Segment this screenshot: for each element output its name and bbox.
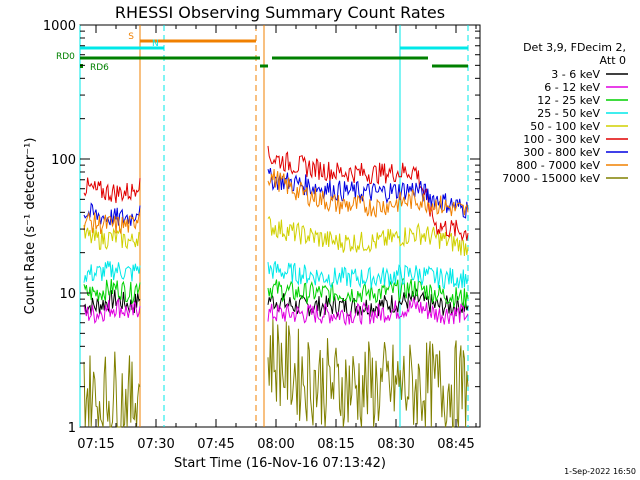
series-line-7-segment-0 [83,211,141,235]
series-line-1-segment-1 [267,297,469,327]
series-line-3-segment-1 [267,261,469,290]
x-tick-label-6: 08:45 [437,437,474,452]
flag-label-rd0: RD0 [56,52,75,62]
x-axis-label: Start Time (16-Nov-16 07:13:42) [174,456,386,471]
legend-label-2: 12 - 25 keV [537,94,600,107]
y-tick-label-2: 100 [51,153,76,168]
series-line-1-segment-0 [83,298,141,325]
flag-label-n: N [152,39,159,49]
legend-header-line-1: Det 3,9, FDecim 2, [523,41,626,54]
legend-label-7: 800 - 7000 keV [516,159,600,172]
legend-header-line-2: Att 0 [600,54,626,67]
y-tick-label-3: 1000 [43,19,76,34]
flag-bars: S N RD0 RD6 [56,32,468,73]
legend-label-4: 50 - 100 keV [530,120,600,133]
series-line-2-segment-1 [267,278,469,308]
series-line-3-segment-0 [83,260,141,283]
legend-label-1: 6 - 12 keV [544,81,600,94]
chart-title: RHESSI Observing Summary Count Rates [115,3,445,22]
series-line-7-segment-1 [267,168,469,218]
series-line-6-segment-0 [83,202,141,227]
x-tick-label-5: 08:30 [377,437,414,452]
vertical-markers [79,25,469,427]
legend-label-8: 7000 - 15000 keV [502,172,600,185]
x-tick-label-4: 08:15 [317,437,354,452]
y-tick-label-0: 1 [68,421,76,436]
series-line-5-segment-0 [83,177,141,204]
series-line-2-segment-0 [83,279,141,305]
x-tick-label-2: 07:45 [197,437,234,452]
legend-label-6: 300 - 800 keV [523,146,600,159]
x-tick-label-3: 08:00 [257,437,294,452]
y-tick-label-1: 10 [59,287,76,302]
series-line-5-segment-1 [267,145,469,242]
x-tick-label-1: 07:30 [137,437,174,452]
series-line-8-segment-1 [267,319,469,428]
series-lines [83,145,469,428]
flag-label-s: S [128,32,134,42]
legend-label-0: 3 - 6 keV [551,68,600,81]
series-line-0-segment-0 [83,289,141,317]
y-axis-label: Count Rate (s⁻¹ detector⁻¹) [23,138,38,315]
x-tick-label-0: 07:15 [77,437,114,452]
series-line-8-segment-0 [83,351,141,428]
legend-label-3: 25 - 50 keV [537,107,600,120]
flag-marker-7 [80,64,83,68]
axes: 07:15 07:30 07:45 08:00 08:15 08:30 08:45 1 10 10… [43,19,480,452]
flag-label-rd6: RD6 [90,63,109,73]
legend-label-5: 100 - 300 keV [523,133,600,146]
series-line-4-segment-1 [267,215,469,257]
footer-timestamp: 1-Sep-2022 16:50 [564,467,636,476]
